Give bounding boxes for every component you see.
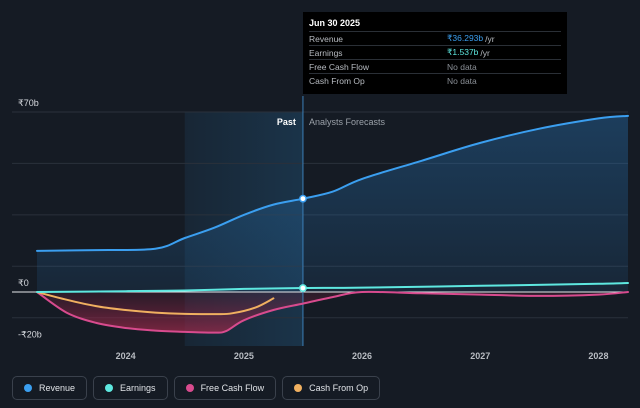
earnings-dot-icon <box>105 384 114 392</box>
y-axis-label: ₹70b <box>18 98 39 108</box>
legend-item-earnings[interactable]: Earnings <box>93 376 168 400</box>
tooltip-date: Jun 30 2025 <box>309 18 361 28</box>
tooltip-row-free-cash-flow: Free Cash Flow No data <box>309 59 561 73</box>
y-axis-label: ₹0 <box>18 278 29 288</box>
x-tick-label: 2024 <box>116 351 136 361</box>
legend-label: Earnings <box>120 383 156 393</box>
tooltip-row-earnings: Earnings ₹1.537b /yr <box>309 45 561 59</box>
legend-label: Cash From Op <box>309 383 369 393</box>
legend-label: Revenue <box>39 383 76 393</box>
tooltip: Jun 30 2025 Revenue ₹36.293b /yr Earning… <box>303 12 567 94</box>
tooltip-label: Free Cash Flow <box>309 61 369 72</box>
tooltip-row-revenue: Revenue ₹36.293b /yr <box>309 31 561 45</box>
revenue-marker <box>299 194 307 203</box>
tooltip-row-cash-from-op: Cash From Op No data <box>309 73 561 87</box>
tooltip-value: No data <box>447 75 477 86</box>
revenue-area <box>37 115 628 293</box>
tooltip-value: No data <box>447 61 477 72</box>
past-label: Past <box>277 117 296 127</box>
free-cash-flow-dot-icon <box>185 384 194 392</box>
legend-item-revenue[interactable]: Revenue <box>12 376 88 400</box>
x-tick-label: 2028 <box>588 351 608 361</box>
chart: ₹70b ₹0 -₹20b 2024 2025 2026 2027 2028 Past An… <box>12 96 629 361</box>
earnings-marker <box>299 284 307 292</box>
forecast-label: Analysts Forecasts <box>309 117 386 127</box>
tooltip-unit: /yr <box>485 33 495 44</box>
tooltip-value: ₹36.293b <box>447 33 484 43</box>
legend-item-cash-from-op[interactable]: Cash From Op <box>282 376 381 400</box>
earnings-line <box>36 282 629 293</box>
tooltip-label: Revenue <box>309 33 344 44</box>
x-tick-label: 2025 <box>234 351 254 361</box>
tooltip-label: Cash From Op <box>309 75 365 86</box>
legend: Revenue Earnings Free Cash Flow Cash Fro… <box>12 376 381 400</box>
x-tick-label: 2026 <box>352 351 372 361</box>
tooltip-value: ₹1.537b <box>447 47 479 57</box>
legend-label: Free Cash Flow <box>200 383 265 393</box>
tooltip-unit: /yr <box>480 47 490 58</box>
free-cash-flow-line <box>36 290 629 334</box>
cash-from-op-dot-icon <box>294 384 303 392</box>
legend-item-free-cash-flow[interactable]: Free Cash Flow <box>173 376 277 400</box>
x-tick-label: 2027 <box>470 351 490 361</box>
revenue-dot-icon <box>24 384 32 392</box>
free-cash-flow-area <box>37 291 628 333</box>
y-axis-label: -₹20b <box>18 329 42 339</box>
cash-from-op-line <box>36 291 275 316</box>
tooltip-label: Earnings <box>309 47 343 58</box>
